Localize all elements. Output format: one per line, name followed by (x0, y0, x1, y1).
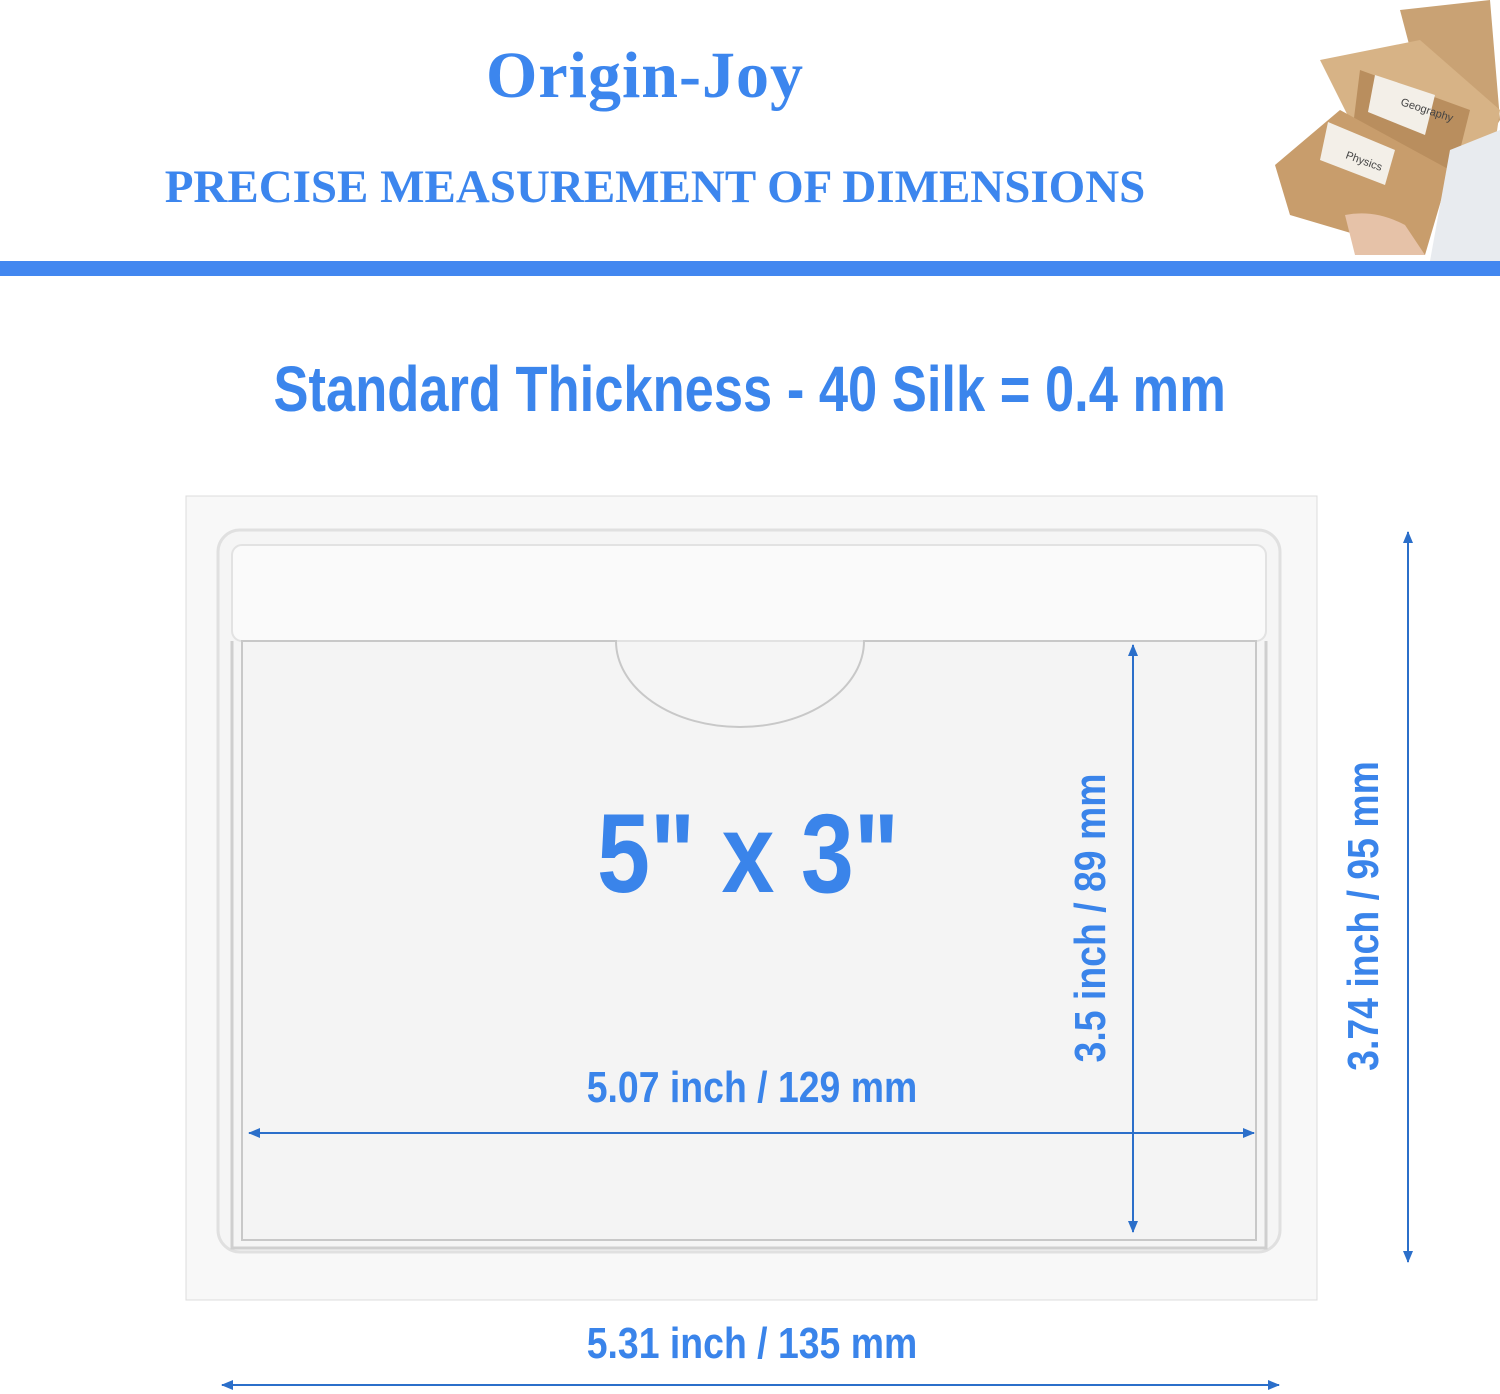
outer-height-label: 3.74 inch / 95 mm (1338, 761, 1388, 1071)
physics-label (1320, 122, 1395, 185)
subtitle: PRECISE MEASUREMENT OF DIMENSIONS (164, 161, 1146, 213)
inner-height-label: 3.5 inch / 89 mm (1065, 774, 1115, 1063)
thickness-title: Standard Thickness - 40 Silk = 0.4 mm (273, 353, 1227, 425)
geography-label (1368, 75, 1435, 135)
header-divider (0, 261, 1500, 276)
brand-title: Origin-Joy (486, 39, 804, 112)
outer-width-label: 5.31 inch / 135 mm (587, 1318, 918, 1368)
top-rim (231, 544, 1267, 642)
pocket-front (241, 640, 1257, 1241)
boxes-photo: Geography Physics (1275, 0, 1500, 261)
card-size-label: 5" x 3" (597, 792, 899, 917)
inner-width-label: 5.07 inch / 129 mm (587, 1062, 918, 1112)
